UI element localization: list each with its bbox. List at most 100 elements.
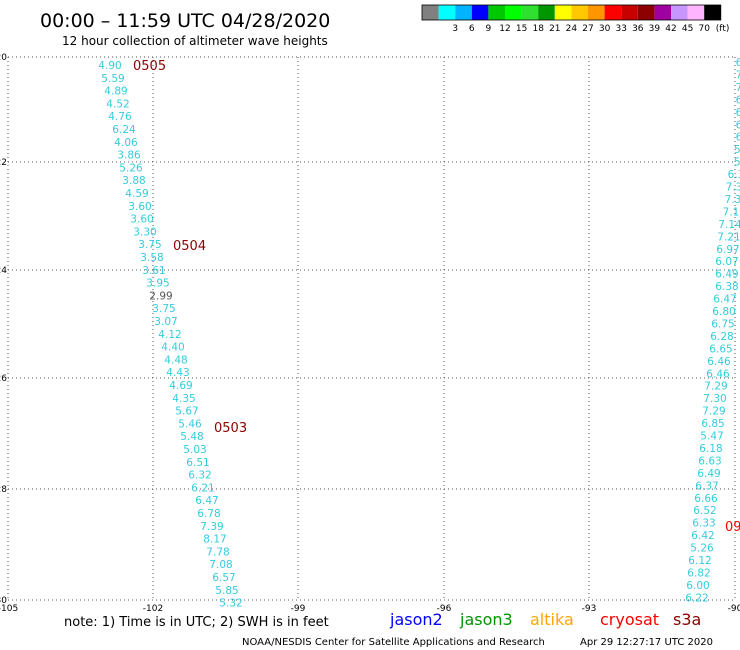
legend-label: 3	[452, 24, 458, 34]
wave-height-value: 6.78	[197, 508, 220, 520]
wave-height-value: 5.46	[178, 418, 202, 430]
lon-tick-label: -90	[728, 604, 740, 614]
legend-swatch	[704, 5, 721, 20]
lat-tick-label: -20	[0, 53, 7, 63]
wave-height-value: 6.28	[710, 331, 733, 343]
legend-swatch	[637, 5, 655, 20]
legend-label: 42	[665, 24, 676, 34]
wave-height-value: 4.59	[125, 188, 148, 200]
wave-height-value: 5.	[734, 144, 740, 156]
wave-height-value: 6	[736, 119, 740, 131]
legend-label: 24	[566, 24, 578, 34]
wave-height-value: 3.60	[130, 214, 153, 226]
wave-height-value: 7	[736, 82, 740, 94]
wave-height-value: 6.57	[212, 572, 235, 584]
wave-height-value: 6	[736, 57, 740, 69]
legend-swatch	[471, 5, 489, 20]
mission-label: jason3	[459, 610, 513, 629]
legend-swatch	[621, 5, 638, 20]
legend-swatch	[671, 5, 688, 20]
lat-tick-label: -24	[0, 266, 7, 276]
legend-label: 21	[549, 24, 560, 34]
wave-height-value: 6.63	[698, 455, 721, 467]
track-right: 67766665.5.6.37.37.37.17.147.216.976.076…	[685, 57, 740, 604]
legend-swatch	[521, 5, 539, 20]
wave-height-value: 6.07	[715, 256, 738, 268]
wave-height-value: 5.26	[119, 162, 143, 174]
wave-height-value: 4.52	[106, 98, 129, 110]
track-left: 4.905.594.894.524.766.244.063.865.263.88…	[98, 60, 242, 610]
wave-height-value: 2.99	[149, 290, 172, 302]
legend-label: 27	[582, 24, 593, 34]
legend-label: 33	[615, 24, 626, 34]
wave-height-value: 7.3	[725, 194, 740, 206]
wave-height-value: 6.49	[715, 269, 738, 281]
wave-height-value: 4.40	[161, 342, 184, 354]
wave-height-value: 6.49	[697, 468, 720, 480]
wave-height-value: 6.21	[191, 482, 214, 494]
wave-height-value: 6.82	[687, 567, 710, 579]
legend-label: 36	[632, 24, 644, 34]
legend-label: 9	[486, 24, 492, 34]
wave-height-value: 6.51	[186, 457, 209, 469]
wave-height-value: 5.03	[183, 444, 206, 456]
axis-tick-labels: -105 -102 -99 -96 -93 -90 -20 -22 -24 -26 -28 -30	[0, 53, 740, 614]
legend-swatch	[687, 5, 705, 20]
legend-swatch	[538, 5, 555, 20]
wave-height-value: 3.58	[140, 252, 163, 264]
wave-height-value: 6.97	[716, 244, 739, 256]
footer-timestamp: Apr 29 12:27:17 UTC 2020	[580, 637, 713, 648]
map-subtitle: 12 hour collection of altimeter wave hei…	[62, 34, 328, 48]
legend-swatch	[438, 5, 456, 20]
wave-height-value: 7.3	[726, 182, 740, 194]
lat-lon-grid	[7, 56, 736, 601]
wave-height-value: 6.47	[195, 495, 218, 507]
legend-label: 30	[599, 24, 611, 34]
legend-swatch	[604, 5, 622, 20]
lon-tick-label: -93	[582, 604, 597, 614]
wave-height-value: 7.29	[702, 406, 725, 418]
wave-height-value: 6.85	[701, 418, 724, 430]
legend-label: 39	[649, 24, 661, 34]
time-tag: 0503	[214, 421, 247, 436]
wave-height-value: 6.52	[693, 505, 716, 517]
legend-unit: (ft)	[716, 24, 730, 34]
wave-height-value: 3.75	[138, 239, 161, 251]
wave-height-value: 6.46	[707, 356, 731, 368]
lat-tick-label: -26	[0, 374, 7, 384]
time-tag: 09	[725, 520, 740, 535]
wave-height-value: 4.90	[98, 60, 121, 72]
wave-height-value: 5.	[734, 157, 740, 169]
legend-swatch	[588, 5, 605, 20]
wave-height-value: 3.86	[117, 150, 141, 162]
lon-tick-label: -102	[143, 604, 163, 614]
legend-swatch	[422, 5, 439, 20]
wave-height-value: 7.08	[209, 559, 232, 571]
footer-note: note: 1) Time is in UTC; 2) SWH is in fe…	[64, 615, 329, 630]
wave-height-value: 7.39	[200, 521, 223, 533]
legend-label: 15	[516, 24, 527, 34]
wave-height-value: 3.60	[128, 201, 151, 213]
time-tag: 0504	[173, 239, 206, 254]
legend-label: 18	[532, 24, 544, 34]
legend-swatch	[654, 5, 671, 20]
wave-height-value: 7.78	[206, 546, 229, 558]
wave-height-value: 3.30	[133, 226, 156, 238]
wave-height-value: 7	[736, 69, 740, 81]
lon-tick-label: -96	[437, 604, 452, 614]
wave-height-value: 4.76	[108, 111, 132, 123]
wave-height-value: 5.47	[700, 431, 723, 443]
wave-height-value: 6.22	[685, 592, 708, 604]
wave-height-value: 6	[736, 94, 740, 106]
wave-height-value: 7.1	[723, 206, 740, 218]
wave-height-value: 6.00	[686, 580, 709, 592]
lat-tick-label: -30	[0, 596, 7, 606]
wave-height-value: 6	[736, 107, 740, 119]
wave-height-value: 3.95	[146, 278, 169, 290]
lat-tick-label: -22	[0, 158, 7, 168]
mission-legend: jason2 jason3 altika cryosat s3a	[389, 610, 701, 629]
wave-height-value: 3.88	[122, 175, 145, 187]
legend-label: 6	[469, 24, 475, 34]
legend-swatch	[554, 5, 572, 20]
footer-credit: NOAA/NESDIS Center for Satellite Applica…	[242, 637, 545, 648]
